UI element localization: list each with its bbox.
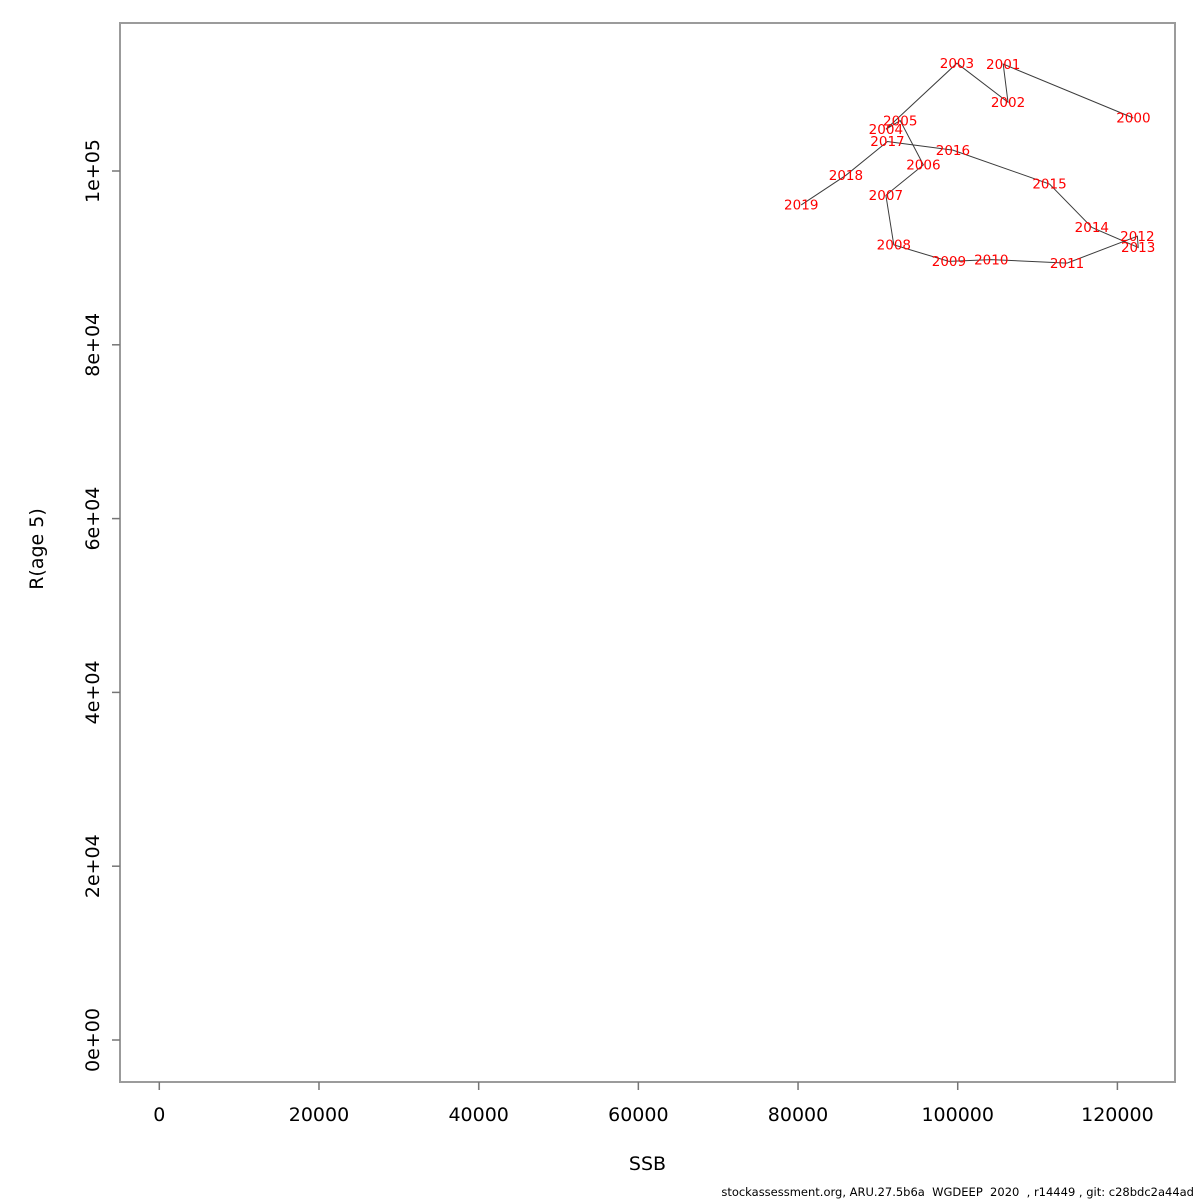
- point-label-2019: 2019: [784, 198, 818, 214]
- point-label-2011: 2011: [1050, 256, 1084, 272]
- x-tick-label: 120000: [1081, 1104, 1154, 1126]
- y-tick-label: 2e+04: [82, 834, 104, 898]
- y-tick-label: 6e+04: [82, 487, 104, 551]
- x-tick-label: 80000: [768, 1104, 828, 1126]
- point-label-2015: 2015: [1032, 177, 1066, 193]
- point-label-2014: 2014: [1075, 220, 1109, 236]
- x-axis-title: SSB: [628, 1153, 667, 1175]
- y-tick-label: 0e+00: [82, 1008, 104, 1072]
- point-label-2007: 2007: [869, 188, 903, 204]
- x-tick-label: 0: [153, 1104, 165, 1126]
- point-label-2005: 2005: [883, 113, 917, 129]
- point-label-2016: 2016: [936, 143, 970, 159]
- y-axis-title: R(age 5): [26, 508, 48, 590]
- point-label-2009: 2009: [932, 254, 966, 270]
- point-label-2018: 2018: [829, 168, 863, 184]
- point-label-2004: 2004: [869, 122, 903, 138]
- point-label-2013: 2013: [1121, 240, 1155, 256]
- point-label-2002: 2002: [991, 95, 1025, 111]
- point-label-2012: 2012: [1120, 229, 1154, 245]
- footer-attribution: stockassessment.org, ARU.27.5b6a WGDEEP …: [721, 1185, 1194, 1199]
- y-tick-label: 4e+04: [82, 660, 104, 724]
- y-tick-label: 1e+05: [82, 139, 104, 203]
- stock-recruitment-line: [800, 62, 1139, 264]
- x-tick-label: 60000: [608, 1104, 668, 1126]
- plot-border: [119, 22, 1176, 1083]
- point-label-2003: 2003: [940, 56, 974, 72]
- point-label-2008: 2008: [877, 238, 911, 254]
- point-label-2000: 2000: [1116, 111, 1150, 127]
- x-tick-label: 20000: [289, 1104, 349, 1126]
- x-tick-label: 100000: [921, 1104, 994, 1126]
- point-label-2006: 2006: [906, 158, 940, 174]
- point-label-2001: 2001: [986, 57, 1020, 73]
- x-tick-label: 40000: [448, 1104, 508, 1126]
- point-label-2010: 2010: [974, 252, 1008, 268]
- y-tick-label: 8e+04: [82, 313, 104, 377]
- point-label-2017: 2017: [870, 134, 904, 150]
